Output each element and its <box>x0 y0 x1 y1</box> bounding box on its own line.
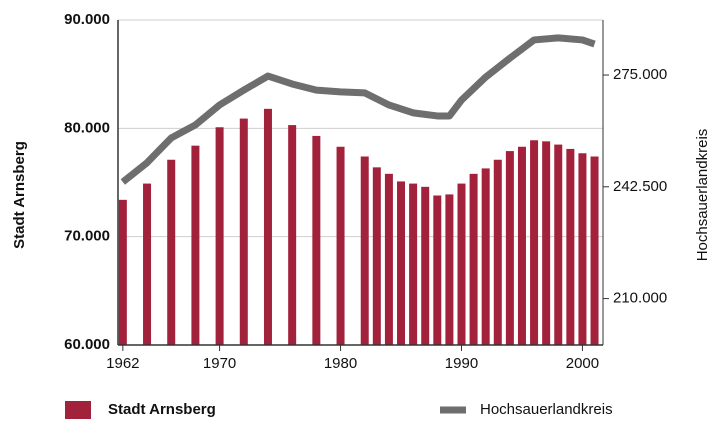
bar <box>530 140 539 345</box>
y-axis-title: Stadt Arnsberg <box>11 141 28 249</box>
bar <box>288 125 297 345</box>
bar <box>517 146 526 345</box>
legend-label: Stadt Arnsberg <box>108 401 216 418</box>
y-tick-label: 80.000 <box>64 119 110 136</box>
bar <box>360 156 369 345</box>
bar <box>215 127 224 345</box>
bar <box>445 194 454 345</box>
bar <box>239 118 248 345</box>
bar <box>167 159 176 345</box>
bar <box>384 173 393 345</box>
bar <box>118 199 127 345</box>
bar <box>505 151 514 345</box>
x-tick-label: 1980 <box>324 355 357 372</box>
y-tick-label: 60.000 <box>64 336 110 353</box>
x-tick-label: 2000 <box>566 355 599 372</box>
bar <box>457 183 466 345</box>
y2-tick-label: 275.000 <box>613 66 667 83</box>
bar <box>191 145 200 345</box>
bar <box>263 108 272 345</box>
y2-axis-title: Hochsauerlandkreis <box>694 129 711 262</box>
bar <box>433 195 442 345</box>
bar <box>409 183 418 345</box>
bar <box>578 153 587 345</box>
bar <box>493 159 502 345</box>
bar <box>542 141 551 345</box>
x-tick-label: 1990 <box>445 355 478 372</box>
legend-swatch <box>65 401 91 419</box>
bar <box>372 167 381 345</box>
x-tick-label: 1962 <box>106 355 139 372</box>
bar <box>143 183 152 345</box>
y-tick-label: 90.000 <box>64 11 110 28</box>
bar <box>421 186 430 345</box>
bar <box>554 144 563 345</box>
bar <box>469 173 478 345</box>
y-tick-label: 70.000 <box>64 228 110 245</box>
x-tick-label: 1970 <box>203 355 236 372</box>
bar <box>590 156 599 345</box>
line <box>120 34 596 185</box>
bar <box>397 181 406 345</box>
bar <box>481 168 490 345</box>
y2-tick-label: 242.500 <box>613 178 667 195</box>
bar <box>312 135 321 345</box>
legend-label: Hochsauerlandkreis <box>480 401 613 418</box>
y2-tick-label: 210.000 <box>613 290 667 307</box>
bar <box>566 148 575 345</box>
bar <box>336 146 345 345</box>
